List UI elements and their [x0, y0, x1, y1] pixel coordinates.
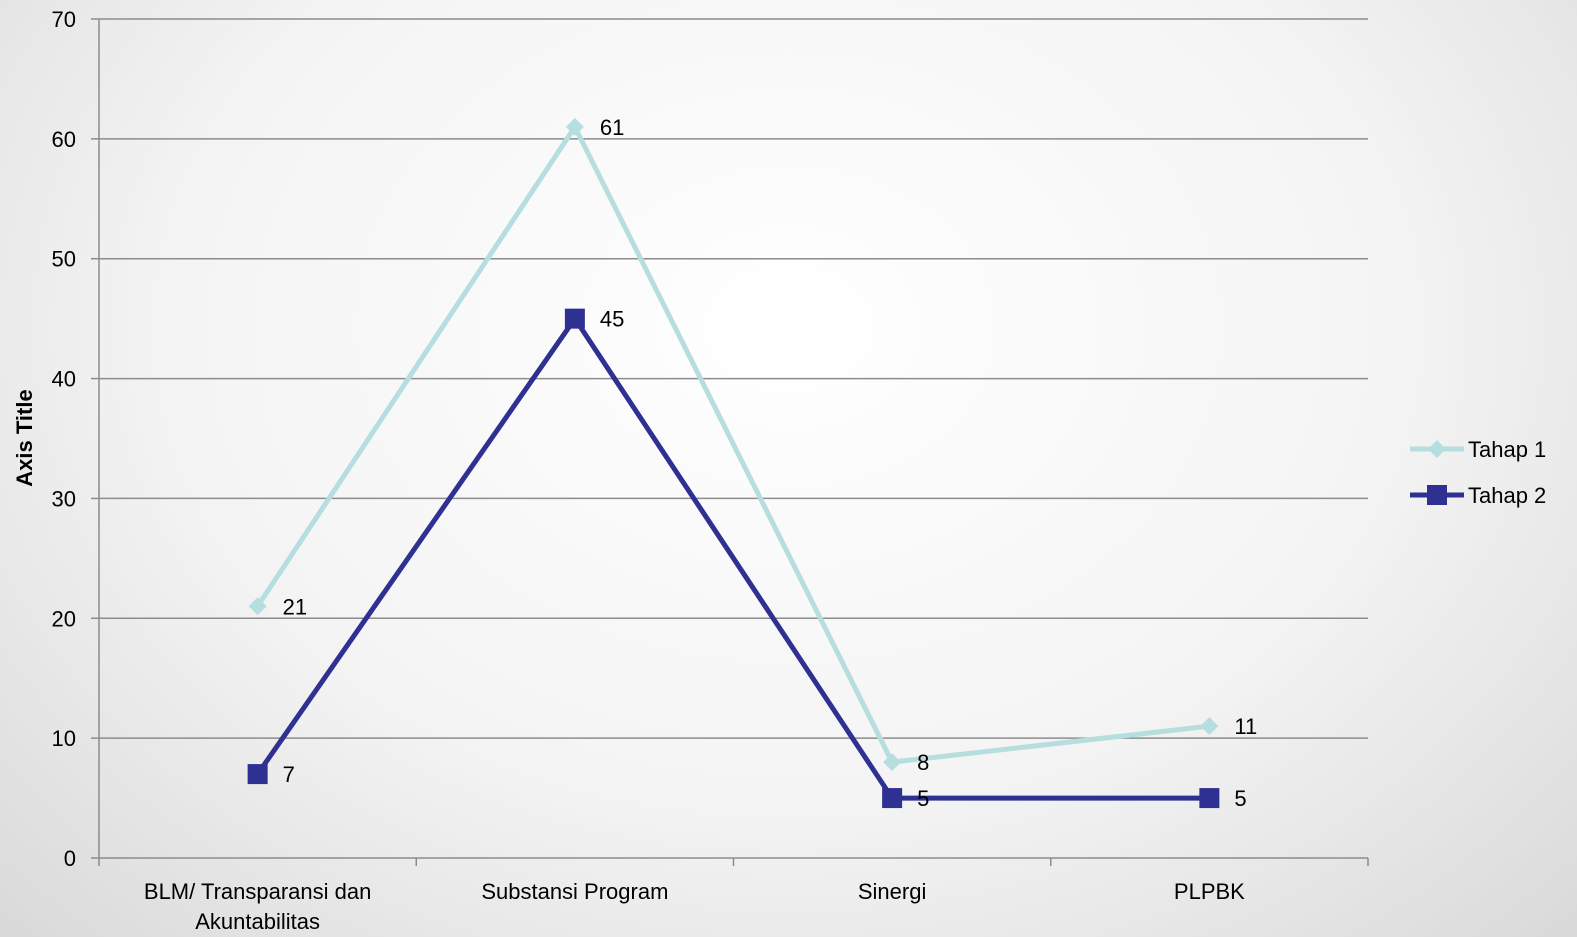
- legend-marker: [1427, 485, 1447, 505]
- series-line: [255, 316, 1210, 801]
- data-point: [565, 117, 584, 136]
- x-tick-label: Sinergi: [858, 879, 926, 904]
- data-label: 61: [600, 115, 624, 140]
- x-tick-label: Substansi Program: [481, 879, 668, 904]
- y-tick-label: 30: [52, 486, 76, 511]
- axes: [91, 18, 1369, 866]
- x-tick-label: BLM/ Transparansi dan Akuntabilitas: [144, 879, 371, 934]
- y-tick-labels: 0 10 20 30 40 50 60 70: [52, 7, 76, 871]
- data-point: [564, 308, 585, 329]
- data-labels: 21 61 8 11 7 45 5 5: [283, 115, 1258, 811]
- x-tick-label: PLPBK: [1174, 879, 1245, 904]
- series-line: [255, 124, 1210, 765]
- y-tick-label: 20: [52, 606, 76, 631]
- y-tick-label: 0: [64, 846, 76, 871]
- data-label: 5: [917, 786, 929, 811]
- data-label: 21: [283, 594, 307, 619]
- legend-label: Tahap 2: [1468, 483, 1546, 508]
- data-point: [882, 788, 903, 809]
- y-tick-label: 60: [52, 127, 76, 152]
- x-tick-labels: BLM/ Transparansi dan Akuntabilitas Substa…: [144, 879, 1245, 934]
- legend[interactable]: Tahap 1 Tahap 2: [1410, 437, 1546, 508]
- legend-label: Tahap 1: [1468, 437, 1546, 462]
- y-tick-label: 70: [52, 7, 76, 32]
- gridlines: [99, 18, 1368, 739]
- legend-marker: [1428, 440, 1446, 458]
- data-point: [247, 764, 268, 785]
- series: [247, 117, 1220, 809]
- data-point: [1199, 788, 1220, 809]
- y-tick-label: 50: [52, 247, 76, 272]
- y-tick-label: 10: [52, 726, 76, 751]
- data-label: 11: [1234, 714, 1257, 739]
- data-label: 7: [283, 762, 295, 787]
- data-point: [1200, 717, 1219, 736]
- data-point: [248, 597, 267, 616]
- y-axis-title: Axis Title: [12, 389, 37, 486]
- y-tick-label: 40: [52, 367, 76, 392]
- data-point: [883, 753, 902, 772]
- data-label: 5: [1234, 786, 1246, 811]
- data-label: 8: [917, 750, 929, 775]
- data-label: 45: [600, 307, 624, 332]
